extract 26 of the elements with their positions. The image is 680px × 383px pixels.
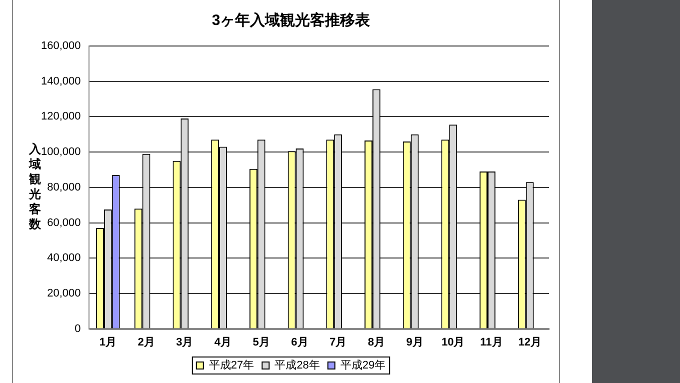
x-tick-label: 7月	[329, 336, 347, 348]
y-tick-label: 100,000	[40, 146, 81, 158]
legend-label: 平成28年	[274, 358, 320, 372]
y-tick-label: 0	[74, 322, 81, 335]
chart-title: 3ヶ年入域観光客推移表	[212, 11, 372, 30]
x-tick-label: 9月	[406, 336, 424, 348]
x-tick-label: 6月	[291, 336, 308, 348]
x-tick-label: 12月	[518, 336, 542, 348]
x-tick-label: 8月	[368, 336, 385, 348]
x-tick-label: 1月	[99, 336, 116, 348]
x-tick-label: 4月	[214, 336, 232, 348]
y-tick-label: 20,000	[47, 287, 81, 300]
x-tick-label: 11月	[480, 336, 503, 348]
x-tick-label: 3月	[176, 336, 194, 348]
y-axis-title: 入域観光客数	[28, 142, 42, 232]
y-tick-label: 80,000	[47, 181, 81, 194]
y-tick-label: 140,000	[40, 75, 81, 88]
legend-label: 平成29年	[340, 358, 386, 372]
x-tick-label: 2月	[138, 336, 155, 348]
legend-label: 平成27年	[208, 358, 254, 372]
y-tick-label: 120,000	[40, 110, 81, 123]
x-tick-label: 10月	[441, 336, 465, 348]
x-tick-label: 5月	[252, 336, 270, 348]
y-tick-label: 160,000	[40, 40, 81, 52]
y-tick-label: 60,000	[47, 216, 81, 229]
y-tick-label: 40,000	[47, 252, 81, 264]
